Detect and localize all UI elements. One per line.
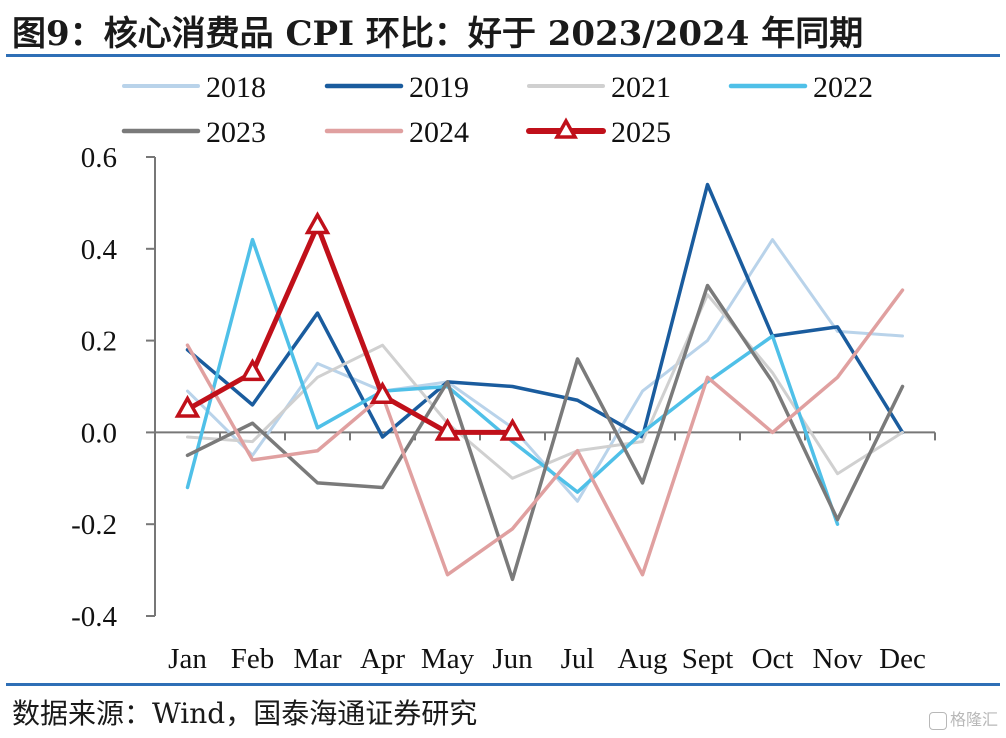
title-divider <box>6 54 1000 57</box>
data-point-marker <box>174 394 201 418</box>
source-divider <box>6 683 1000 686</box>
legend-label: 2021 <box>611 71 671 104</box>
series-2024 <box>185 288 905 577</box>
y-tick-label: -0.4 <box>71 601 117 633</box>
legend-item-2023: 2023 <box>121 116 266 149</box>
data-point-marker <box>434 417 461 441</box>
legend-label: 2018 <box>206 71 266 104</box>
x-tick-label: Apr <box>360 643 405 675</box>
y-tick-label: 0.6 <box>81 142 117 174</box>
x-tick-label: Mar <box>293 643 342 675</box>
watermark-text: 格隆汇 <box>949 710 998 729</box>
legend-label: 2022 <box>813 71 873 104</box>
watermark-logo-icon <box>928 711 947 730</box>
source-note: 数据来源：Wind，国泰海通证券研究 <box>12 697 478 730</box>
legend-label: 2023 <box>206 116 266 149</box>
y-tick-label: 0.4 <box>81 234 118 266</box>
legend-item-2024: 2024 <box>324 116 469 149</box>
x-tick-label: Oct <box>752 643 794 675</box>
x-tick-label: Jan <box>168 643 207 675</box>
legend-item-2025: 2025 <box>526 116 671 149</box>
legend-label: 2019 <box>409 71 469 104</box>
legend-marker <box>554 117 578 139</box>
x-tick-label: Sept <box>682 643 734 675</box>
series-line-2022 <box>185 237 840 526</box>
series-2021 <box>186 293 904 480</box>
x-tick-label: May <box>421 643 475 675</box>
legend-item-2019: 2019 <box>324 71 469 104</box>
x-tick-label: Jun <box>492 643 533 675</box>
data-point-marker <box>239 358 266 382</box>
x-tick-label: Jul <box>561 643 595 675</box>
legend-label: 2024 <box>409 116 469 149</box>
series-line-2023 <box>185 283 905 582</box>
x-tick-label: Aug <box>618 643 668 675</box>
series-line-2021 <box>186 293 904 480</box>
legend-item-2018: 2018 <box>122 71 266 104</box>
chart-legend: 2018 2019 2021 2022 2023 2024 2025 <box>121 71 873 149</box>
chart-series <box>174 182 905 582</box>
chart-axes: 0.6 0.4 0.2 0.0 -0.2 -0.4 Jan Feb Mar Apr May Jun Ju… <box>71 142 936 675</box>
x-tick-label: Dec <box>879 643 926 675</box>
figure-title: 图9：核心消费品 CPI 环比：好于 2023/2024 年同期 <box>12 14 864 54</box>
series-2025 <box>174 211 526 441</box>
series-2022 <box>185 237 840 526</box>
data-point-marker <box>369 381 396 405</box>
watermark: 格隆汇 <box>928 706 998 730</box>
y-tick-label: -0.2 <box>71 509 117 541</box>
y-tick-label: 0.0 <box>81 417 117 449</box>
series-2023 <box>185 283 905 582</box>
series-line-2019 <box>185 182 905 439</box>
series-line-2024 <box>185 288 905 577</box>
data-point-marker <box>304 211 331 235</box>
x-tick-label: Feb <box>231 643 275 675</box>
x-tick-label: Nov <box>813 643 863 675</box>
legend-item-2021: 2021 <box>527 71 671 104</box>
legend-item-2022: 2022 <box>728 71 873 104</box>
y-tick-label: 0.2 <box>81 326 117 358</box>
legend-label: 2025 <box>611 116 671 149</box>
series-2019 <box>185 182 905 439</box>
data-point-marker <box>499 417 526 441</box>
